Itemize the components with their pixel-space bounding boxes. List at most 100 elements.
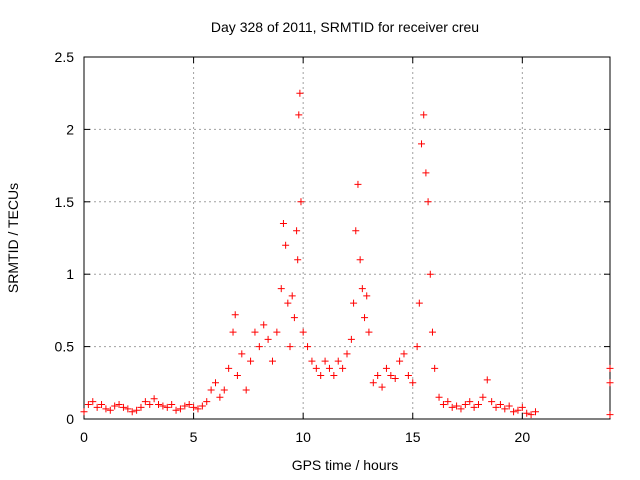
data-point — [510, 408, 518, 416]
data-point — [207, 386, 215, 394]
x-tick-label: 5 — [190, 429, 198, 445]
data-point — [89, 398, 97, 406]
y-tick-label: 1.5 — [55, 194, 75, 210]
grid — [84, 57, 610, 419]
data-point — [296, 89, 304, 97]
data-point — [124, 405, 132, 413]
data-point — [304, 343, 312, 351]
data-point — [133, 406, 141, 414]
data-point — [282, 241, 290, 249]
data-point — [400, 350, 408, 358]
data-point — [194, 405, 202, 413]
data-point — [514, 406, 522, 414]
data-point — [369, 379, 377, 387]
data-point — [220, 386, 228, 394]
data-point — [264, 335, 272, 343]
data-point — [247, 357, 255, 365]
x-ticks: 0 5 10 15 20 — [80, 57, 530, 445]
data-point — [470, 403, 478, 411]
data-point — [119, 403, 127, 411]
y-tick-label: 0.5 — [55, 339, 75, 355]
x-tick-label: 10 — [295, 429, 311, 445]
data-point — [501, 405, 509, 413]
data-point — [461, 401, 469, 409]
data-point — [374, 372, 382, 380]
data-point — [98, 401, 106, 409]
data-point — [428, 328, 436, 336]
data-point — [378, 383, 386, 391]
x-axis-label: GPS time / hours — [292, 457, 399, 473]
data-point — [422, 169, 430, 177]
data-point — [163, 403, 171, 411]
data-point — [606, 379, 614, 387]
data-point — [273, 328, 281, 336]
data-point — [251, 328, 259, 336]
data-point — [115, 401, 123, 409]
data-point — [365, 328, 373, 336]
data-point — [168, 401, 176, 409]
data-point — [185, 401, 193, 409]
data-point — [448, 403, 456, 411]
data-point — [231, 311, 239, 319]
data-point — [106, 406, 114, 414]
data-point — [284, 299, 292, 307]
data-point — [409, 379, 417, 387]
x-tick-label: 0 — [80, 429, 88, 445]
data-point — [426, 270, 434, 278]
data-point — [137, 403, 145, 411]
data-point — [325, 364, 333, 372]
data-point — [268, 357, 276, 365]
chart-title: Day 328 of 2011, SRMTID for receiver cre… — [211, 19, 479, 35]
data-point — [290, 314, 298, 322]
data-point — [260, 321, 268, 329]
data-point — [431, 364, 439, 372]
data-point — [288, 292, 296, 300]
data-point — [321, 357, 329, 365]
y-ticks: 0 0.5 1 1.5 2 2.5 — [55, 49, 610, 427]
data-point — [159, 402, 167, 410]
data-point — [350, 299, 358, 307]
data-point — [190, 403, 198, 411]
data-point — [93, 403, 101, 411]
data-point — [444, 398, 452, 406]
data-point — [439, 401, 447, 409]
plot-frame — [83, 56, 611, 420]
y-tick-label: 0 — [66, 411, 74, 427]
data-point — [308, 357, 316, 365]
data-point — [483, 376, 491, 384]
data-point — [457, 405, 465, 413]
data-point — [518, 403, 526, 411]
data-point — [128, 408, 136, 416]
data-point — [238, 350, 246, 358]
data-point — [84, 401, 92, 409]
data-point — [527, 411, 535, 419]
data-point — [277, 285, 285, 293]
data-point — [391, 374, 399, 382]
data-point — [363, 292, 371, 300]
y-tick-label: 2 — [66, 121, 74, 137]
data-point — [479, 393, 487, 401]
data-point — [203, 398, 211, 406]
data-point — [176, 405, 184, 413]
data-point — [330, 372, 338, 380]
data-point — [415, 299, 423, 307]
data-point — [294, 256, 302, 264]
data-point — [286, 343, 294, 351]
data-point — [279, 220, 287, 228]
data-point — [352, 227, 360, 235]
data-point — [387, 372, 395, 380]
data-point — [198, 402, 206, 410]
data-series — [80, 89, 614, 419]
data-point — [155, 401, 163, 409]
data-point — [334, 357, 342, 365]
y-tick-label: 2.5 — [55, 49, 75, 65]
data-point — [297, 198, 305, 206]
data-point — [466, 398, 474, 406]
data-point — [347, 335, 355, 343]
data-point — [216, 393, 224, 401]
data-point — [606, 411, 614, 419]
data-point — [496, 401, 504, 409]
data-point — [358, 285, 366, 293]
data-point — [404, 372, 412, 380]
